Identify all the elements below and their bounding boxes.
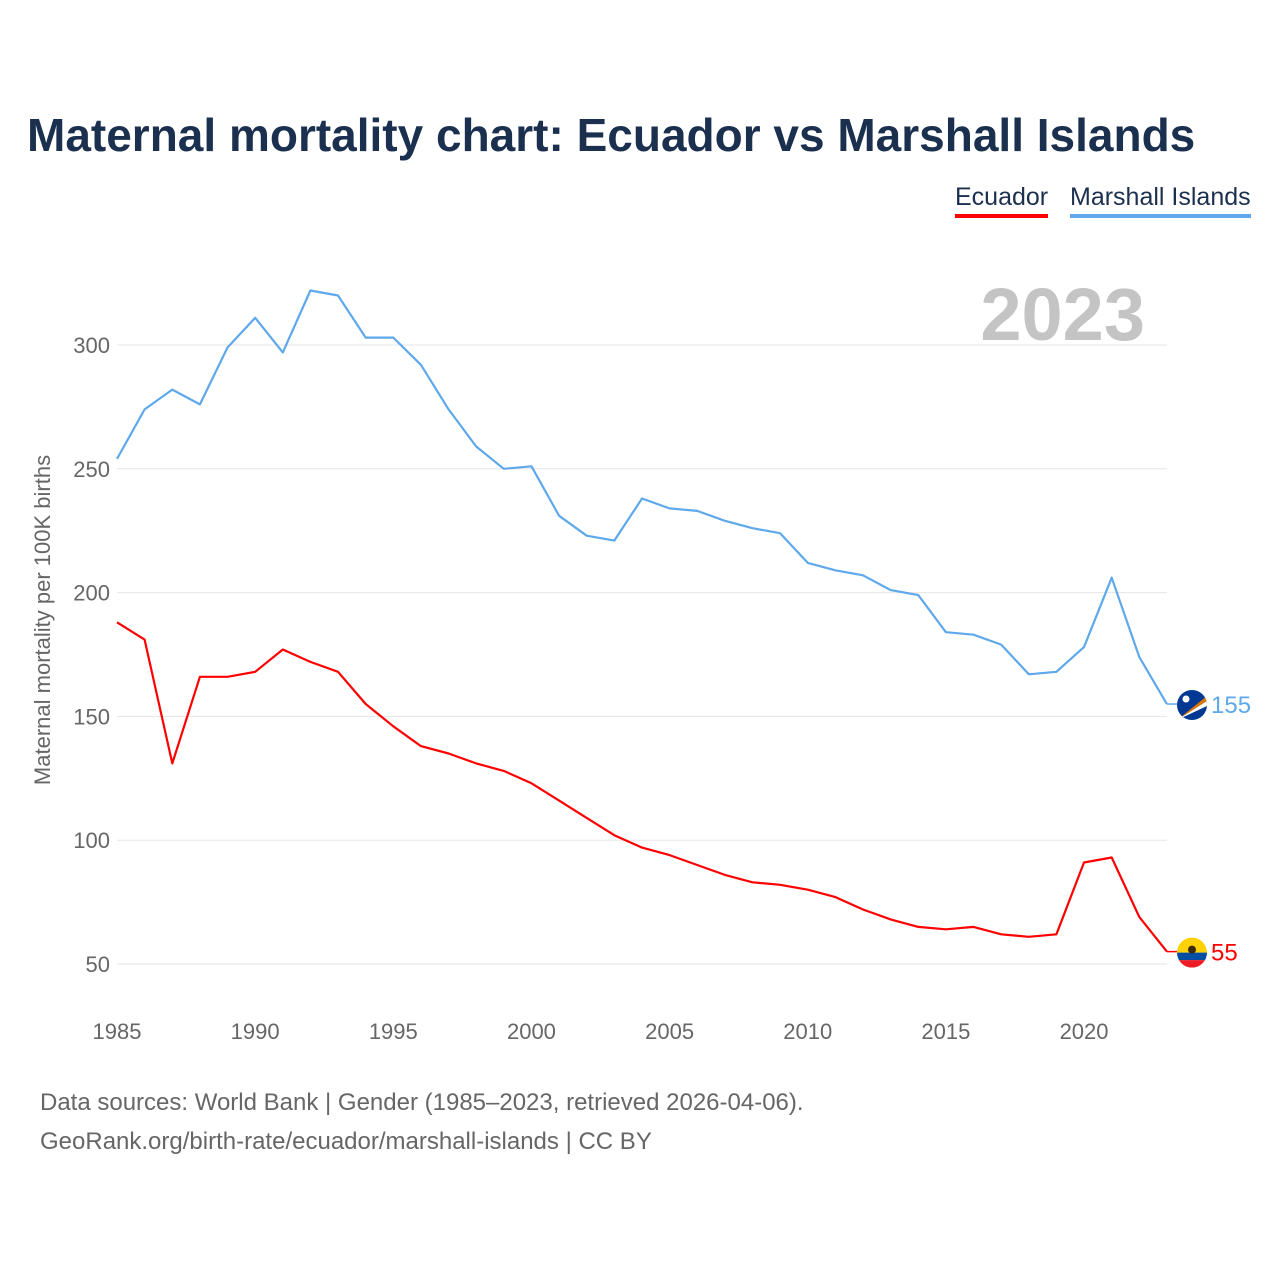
x-tick-label: 2005 — [645, 1019, 694, 1044]
x-tick-label: 1995 — [369, 1019, 418, 1044]
y-tick-label: 250 — [73, 457, 110, 482]
flag-red — [1177, 960, 1207, 968]
x-tick-label: 2015 — [921, 1019, 970, 1044]
x-tick-label: 1985 — [93, 1019, 142, 1044]
url-line: GeoRank.org/birth-rate/ecuador/marshall-… — [40, 1128, 652, 1155]
flag-blue — [1177, 952, 1207, 961]
flag-white-stripe — [1177, 701, 1207, 721]
x-tick-label: 2010 — [783, 1019, 832, 1044]
x-tick-label: 2020 — [1060, 1019, 1109, 1044]
ecuador-flag-icon — [1177, 937, 1207, 968]
y-tick-label: 150 — [73, 704, 110, 729]
marshall-islands-flag-icon — [1177, 690, 1207, 721]
y-tick-label: 300 — [73, 333, 110, 358]
end-value-label: 155 — [1211, 692, 1251, 719]
legend-ecuador[interactable]: Ecuador — [955, 183, 1049, 218]
x-tick-label: 2000 — [507, 1019, 556, 1044]
flag-emblem — [1188, 945, 1196, 954]
series-line-marshall-islands — [116, 289, 1168, 705]
series-line-ecuador — [116, 621, 1168, 953]
flag-star — [1182, 695, 1190, 703]
source-line: Data sources: World Bank | Gender (1985–… — [40, 1089, 804, 1116]
year-label: 2023 — [980, 273, 1145, 356]
x-tick-label: 1990 — [231, 1019, 280, 1044]
chart-title: Maternal mortality chart: Ecuador vs Mar… — [27, 109, 1196, 161]
y-tick-label: 50 — [86, 952, 110, 977]
flag-yellow — [1177, 937, 1207, 953]
y-tick-label: 100 — [73, 828, 110, 853]
flag-orange-stripe — [1177, 696, 1207, 721]
y-axis-label: Maternal mortality per 100K births — [30, 455, 55, 785]
legend-marshall-islands[interactable]: Marshall Islands — [1070, 183, 1251, 218]
end-value-label: 55 — [1211, 940, 1238, 967]
y-tick-label: 200 — [73, 581, 110, 606]
